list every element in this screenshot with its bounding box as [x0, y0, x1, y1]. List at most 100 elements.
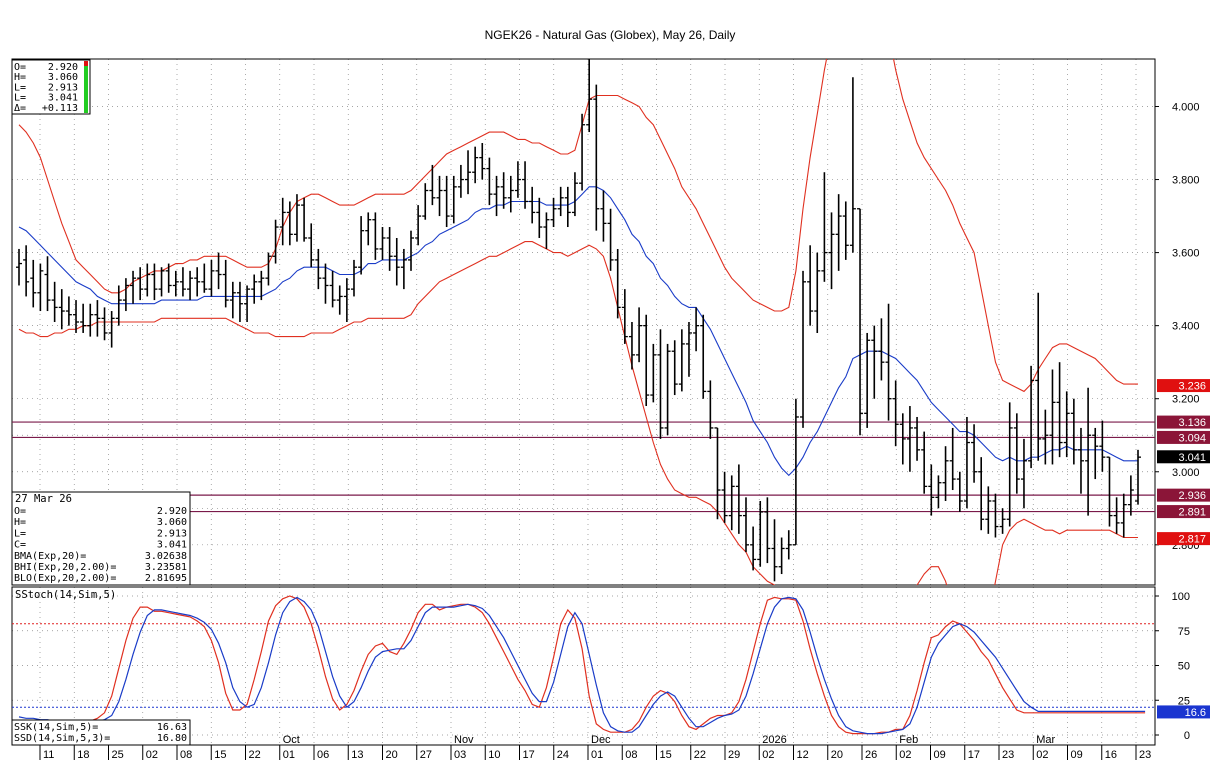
x-month-label: Dec: [591, 734, 611, 746]
ohlc-bar: [493, 175, 500, 217]
price-tags: 3.236 3.136 3.094 3.041 2.936 2.891 2.817 16.6: [1157, 379, 1210, 719]
ohlc-bar: [315, 248, 322, 290]
ohlc-bar: [536, 197, 543, 238]
ohlc-bar: [179, 267, 186, 297]
x-tick-label: 25: [112, 749, 124, 761]
ohlc-bar: [707, 380, 714, 439]
ohlc-bar: [621, 289, 628, 344]
info-value: 2.913: [157, 528, 187, 539]
info-label: BLO(Exp,20,2.00)=: [14, 573, 116, 584]
ohlc-bar: [187, 270, 194, 301]
ohlc-bar: [144, 263, 151, 297]
ohlc-bar: [80, 303, 87, 333]
x-month-label: Nov: [454, 734, 474, 746]
price-tag-bg: [1157, 415, 1210, 429]
ohlc-readout-label: L=: [14, 93, 26, 104]
ohlc-bar: [963, 416, 970, 509]
ohlc-bar: [422, 183, 429, 220]
x-tick-label: 26: [865, 749, 877, 761]
ohlc-bar: [771, 519, 778, 582]
ohlc-bar: [1070, 398, 1077, 465]
ohlc-bar: [792, 398, 799, 546]
ohlc-bar: [301, 197, 308, 242]
ohlc-bar: [1049, 369, 1056, 465]
ohlc-bar: [400, 248, 407, 290]
ohlc-bar: [358, 216, 365, 275]
ohlc-bar: [486, 157, 493, 206]
ohlc-bar: [778, 537, 785, 575]
ohlc-readout-label: O=: [14, 62, 26, 73]
price-tag: 2.891: [1157, 505, 1210, 519]
ohlc-bar: [130, 270, 137, 304]
ohlc-bar: [956, 471, 963, 512]
x-tick-label: 02: [762, 749, 774, 761]
ohlc-bar: [693, 307, 700, 352]
stoch-lines: [18, 595, 1146, 735]
ohlc-bar: [44, 256, 51, 312]
price-tag: 2.936: [1157, 488, 1210, 502]
ohlc-bar: [507, 175, 514, 213]
ohlc-bar: [343, 278, 350, 322]
x-tick-label: 09: [1071, 749, 1083, 761]
x-tick-label: 18: [77, 749, 89, 761]
ohlc-bar: [1113, 497, 1120, 534]
info-label: C=: [14, 540, 26, 551]
info-value: 2.920: [157, 506, 187, 517]
ohlc-bar: [1092, 427, 1099, 480]
info-date: 27 Mar 26: [15, 493, 72, 505]
ohlc-bar: [785, 530, 792, 560]
ohlc-bar: [828, 212, 835, 290]
price-tag: 2.817: [1157, 532, 1210, 546]
price-tag-bg: [1157, 379, 1210, 393]
stoch-tick-label: 75: [1178, 626, 1190, 638]
ohlc-bar: [450, 175, 457, 224]
ohlc-bar: [236, 281, 243, 322]
ohlc-bar: [258, 270, 265, 301]
x-tick-label: 20: [831, 749, 843, 761]
price-tick-label: 3.000: [1172, 467, 1200, 479]
ohlc-bar: [1099, 420, 1106, 472]
price-tag-bg: [1157, 488, 1210, 502]
ohlc-bar: [429, 164, 436, 206]
stoch-readout-label: SSK(14,Sim,5)=: [14, 722, 98, 733]
x-tick-label: 06: [317, 749, 329, 761]
ohlc-bar: [529, 186, 536, 224]
ohlc-bar: [272, 219, 279, 264]
ohlc-bar: [37, 263, 44, 312]
ohlc-readout-value: 2.913: [48, 82, 78, 93]
info-value: 3.041: [157, 540, 187, 551]
ohlc-bar: [443, 175, 450, 228]
info-value: 3.23581: [145, 562, 187, 573]
ohlc-bar: [472, 146, 479, 184]
ohlc-bar: [543, 212, 550, 249]
x-tick-label: 13: [351, 749, 363, 761]
ohlc-bar: [800, 270, 807, 428]
ohlc-bar: [386, 227, 393, 271]
ohlc-bar: [550, 197, 557, 228]
ohlc-bar: [58, 289, 65, 330]
stoch-d-line: [19, 595, 1146, 735]
ohlc-bar: [1135, 449, 1141, 505]
ohlc-bar: [892, 380, 899, 447]
x-tick-label: 16: [1105, 749, 1117, 761]
x-tick-label: 29: [728, 749, 740, 761]
info-value: 3.060: [157, 517, 187, 528]
ohlc-bar: [436, 175, 443, 217]
info-value: 2.81695: [145, 573, 187, 584]
ohlc-bar: [814, 252, 821, 333]
ohlc-bar: [921, 431, 928, 494]
info-label: BHI(Exp,20,2.00)=: [14, 562, 116, 573]
ohlc-bar: [415, 205, 422, 246]
ohlc-bar: [457, 164, 464, 198]
x-tick-label: 12: [797, 749, 809, 761]
price-tag-label: 3.136: [1178, 417, 1206, 429]
ohlc-bar: [101, 307, 108, 341]
stoch-tick-label: 0: [1184, 730, 1190, 742]
x-tick-label: 02: [1036, 749, 1048, 761]
ohlc-bar: [1035, 292, 1042, 461]
x-axis: 11 18 25 02 08 15 22 01 06 13 20 27 03 10 17 24 01 08 15 22…: [39, 734, 1151, 761]
price-tag: 3.136: [1157, 415, 1210, 429]
x-tick-label: 01: [283, 749, 295, 761]
ohlc-readout-box: [11, 59, 91, 115]
price-tag-label: 3.236: [1178, 381, 1206, 393]
